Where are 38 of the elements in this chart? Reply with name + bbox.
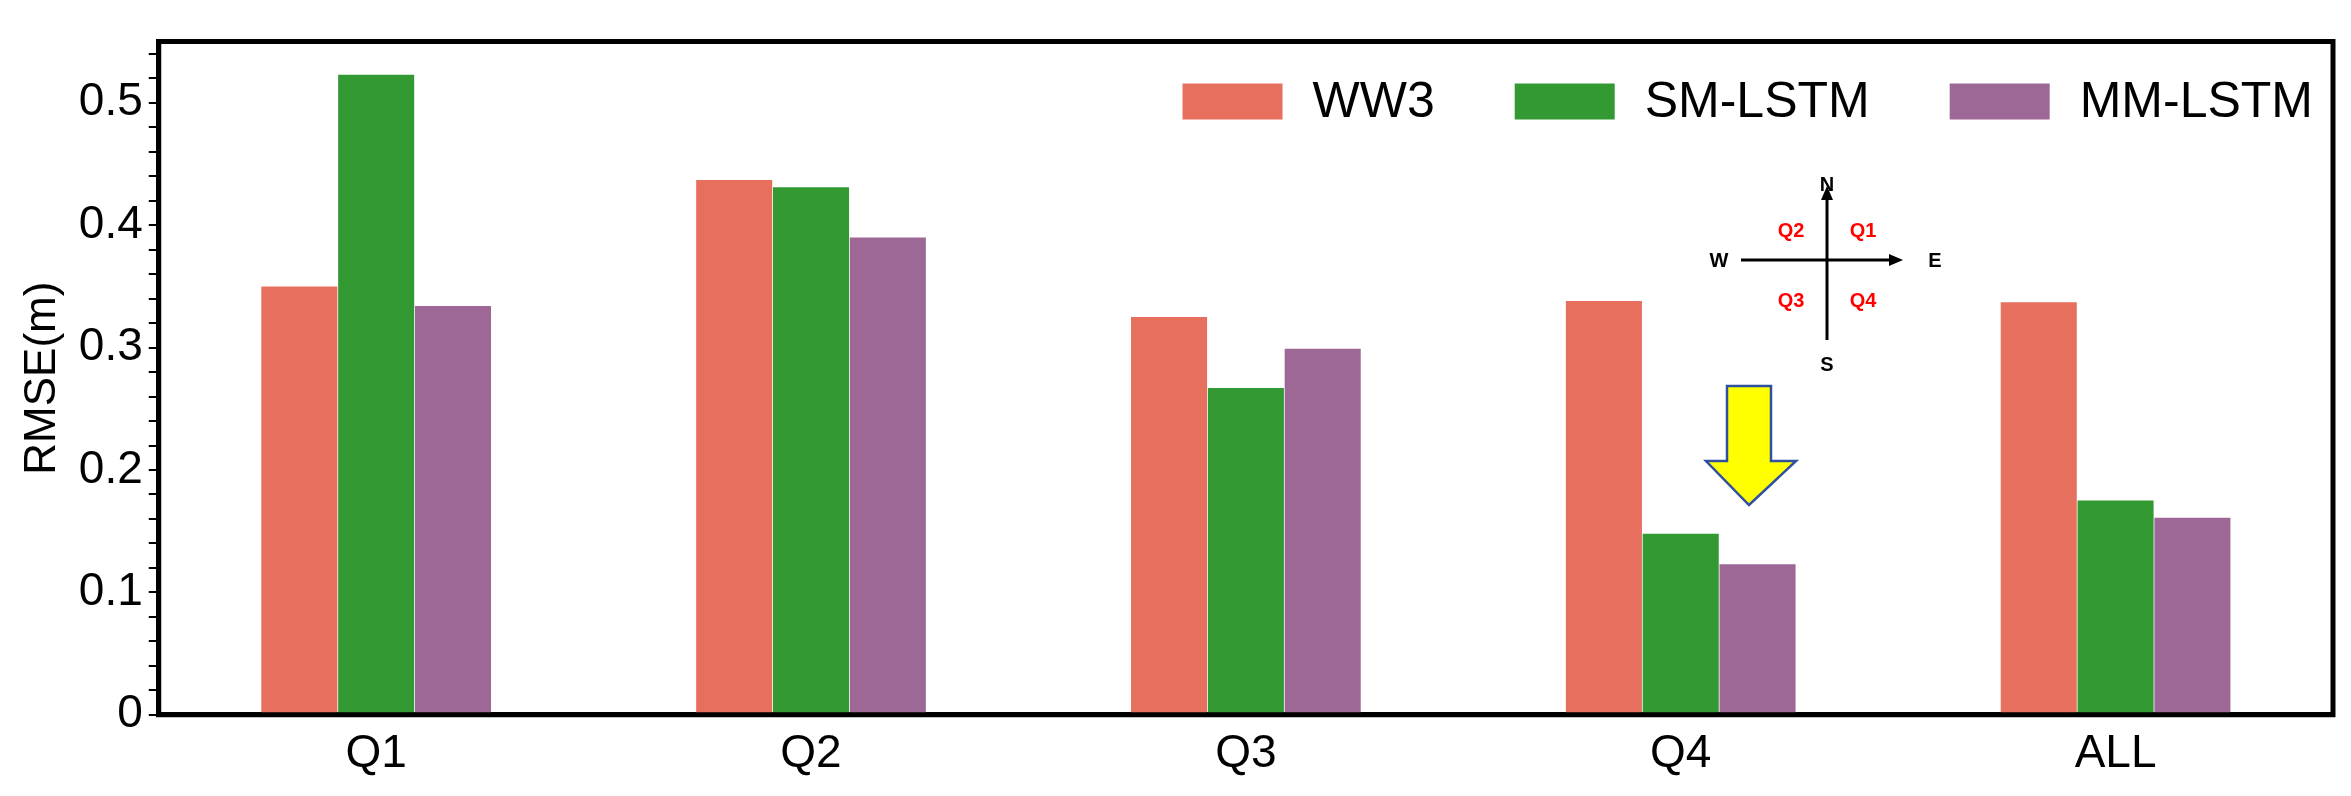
- annotation: Q3: [1777, 288, 1805, 312]
- bar: [2077, 500, 2154, 714]
- x-tick-label: Q1: [345, 725, 407, 778]
- legend-label: SM-LSTM: [1644, 72, 1870, 129]
- y-tick-label: 0: [117, 685, 143, 738]
- x-tick-label: Q3: [1215, 725, 1277, 778]
- bar: [1642, 533, 1719, 714]
- bar: [849, 237, 926, 714]
- x-tick-label: Q2: [780, 725, 842, 778]
- bar: [1565, 301, 1642, 714]
- bar: [1719, 564, 1796, 714]
- annotation: N: [1819, 172, 1835, 196]
- y-tick-label: 0.5: [78, 73, 143, 126]
- legend-label: WW3: [1312, 72, 1435, 129]
- y-tick-label: 0.2: [78, 440, 143, 493]
- bar: [773, 187, 850, 714]
- bar: [1207, 387, 1284, 714]
- x-tick-label: ALL: [2074, 725, 2157, 778]
- bar: [414, 305, 492, 714]
- bar: [2154, 517, 2231, 714]
- legend-label: MM-LSTM: [2079, 72, 2314, 129]
- y-tick-label: 0.3: [78, 318, 143, 371]
- annotation: E: [1928, 248, 1942, 272]
- annotation: Q4: [1849, 288, 1877, 312]
- bar: [1284, 348, 1361, 714]
- annotation: W: [1709, 248, 1729, 272]
- y-tick-label: 0.4: [78, 195, 143, 248]
- x-tick-label: Q4: [1650, 725, 1712, 778]
- bar: [261, 286, 338, 714]
- bar: [338, 74, 415, 714]
- annotation: Q2: [1777, 218, 1805, 242]
- y-axis-title: RMSE(m): [14, 281, 64, 475]
- annotation: S: [1820, 352, 1834, 376]
- bar: [696, 179, 773, 714]
- annotation: Q1: [1849, 218, 1877, 242]
- bar: [1131, 317, 1208, 714]
- y-tick-label: 0.1: [78, 563, 143, 616]
- bar: [2000, 302, 2077, 714]
